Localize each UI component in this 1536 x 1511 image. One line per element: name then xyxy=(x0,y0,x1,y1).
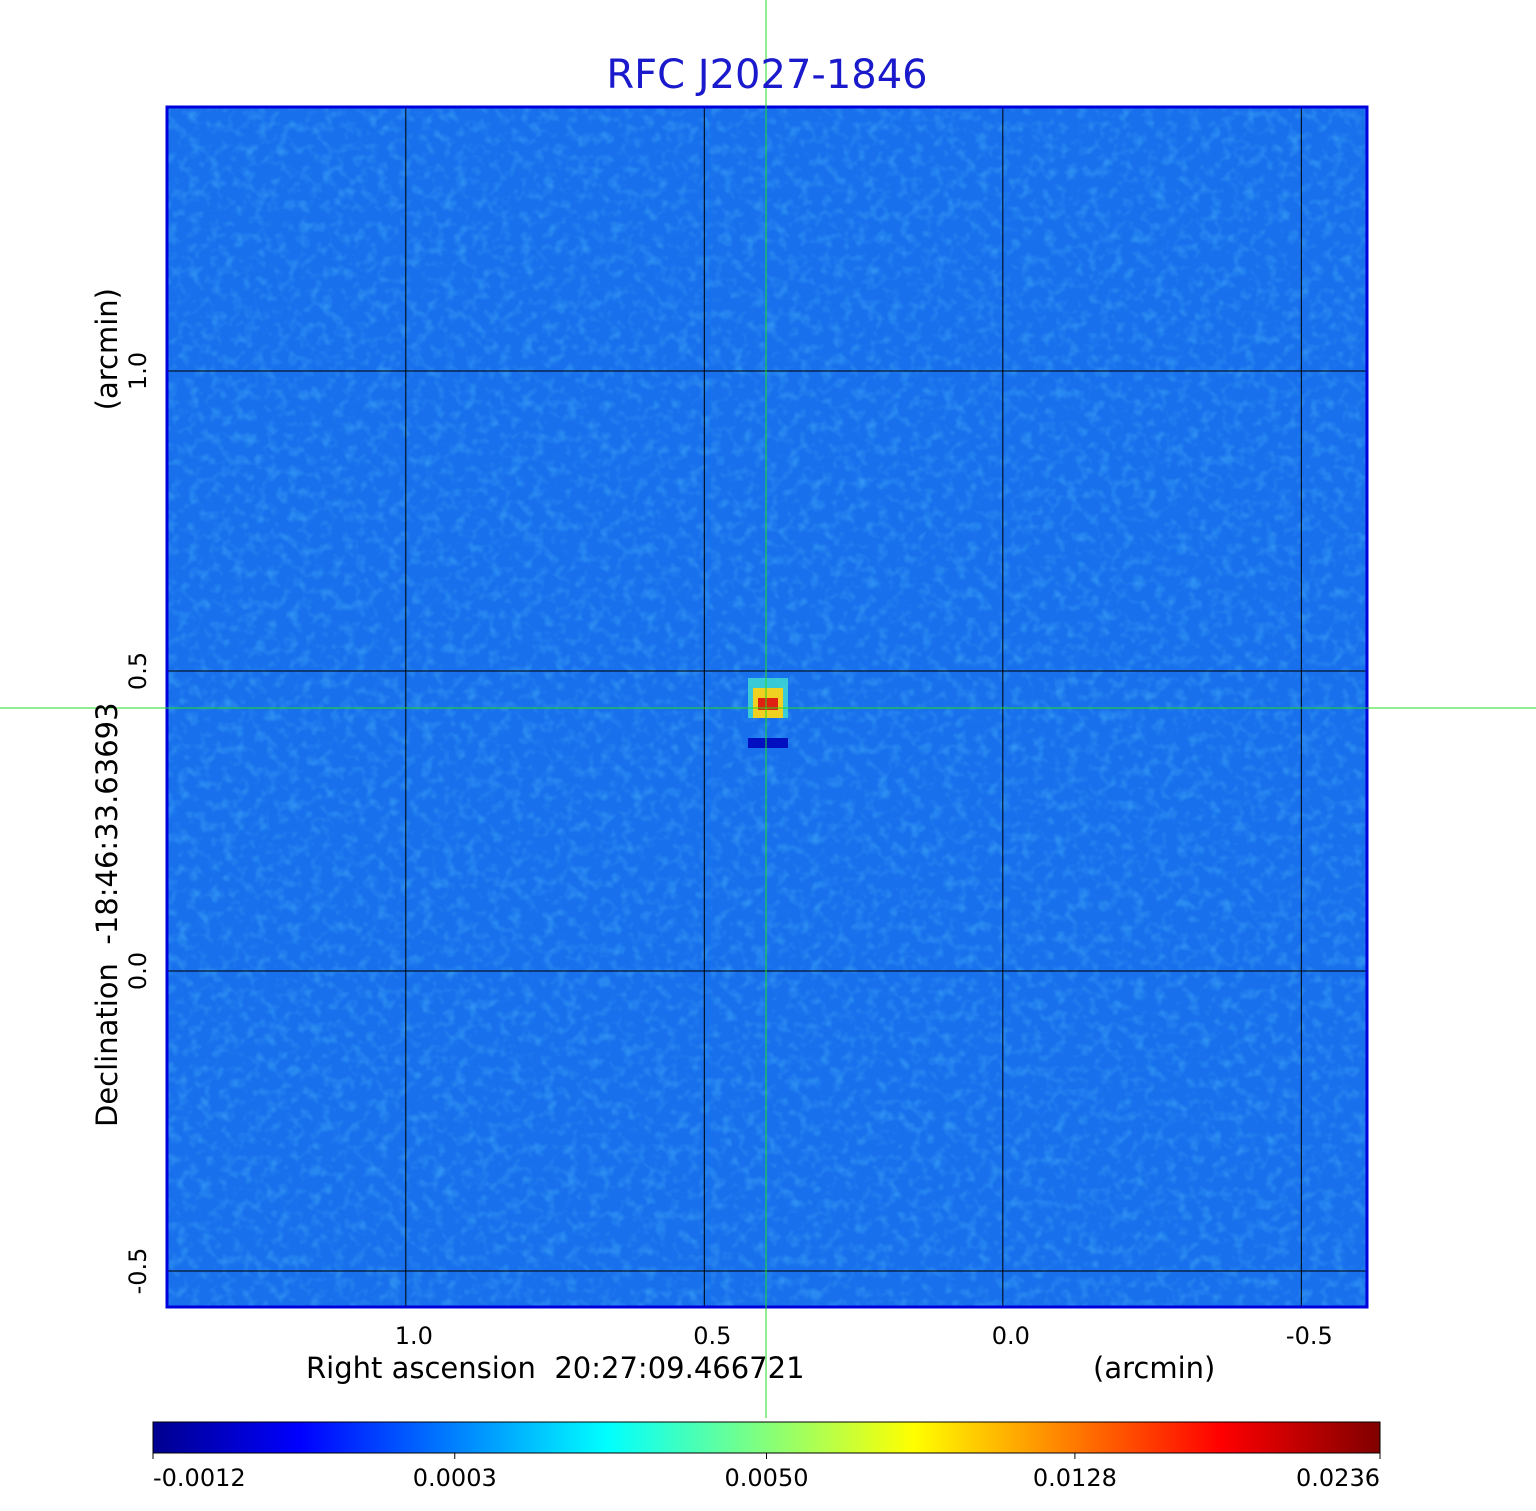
source-sidelobe xyxy=(748,738,788,748)
x-tick-label: 1.0 xyxy=(395,1322,433,1350)
colorbar-tick-label: 0.0128 xyxy=(1033,1464,1117,1492)
x-axis-label: Right ascension 20:27:09.466721 xyxy=(306,1351,805,1385)
colorbar-tick-label: -0.0012 xyxy=(153,1464,246,1492)
colorbar-tick-label: 0.0050 xyxy=(725,1464,809,1492)
grid xyxy=(167,107,1367,1307)
y-tick-label: 1.0 xyxy=(124,352,152,390)
colorbar-tick-label: 0.0003 xyxy=(413,1464,497,1492)
y-tick-label: 0.0 xyxy=(124,952,152,990)
y-tick-label: -0.5 xyxy=(124,1248,152,1295)
colorbar-tick-label: 0.0236 xyxy=(1296,1464,1380,1492)
x-tick-label: 0.5 xyxy=(693,1322,731,1350)
y-axis-label: Declination -18:46:33.63693 xyxy=(90,702,124,1127)
source xyxy=(748,678,788,748)
x-tick-label: -0.5 xyxy=(1286,1322,1333,1350)
source-core xyxy=(758,698,778,710)
y-tick-label: 0.5 xyxy=(124,652,152,690)
x-axis-unit: (arcmin) xyxy=(1093,1351,1215,1385)
x-tick-label: 0.0 xyxy=(992,1322,1030,1350)
colorbar xyxy=(152,1421,1381,1454)
chart-title: RFC J2027-1846 xyxy=(606,52,927,98)
plot-frame xyxy=(165,105,1369,1309)
y-axis-unit: (arcmin) xyxy=(90,288,124,410)
